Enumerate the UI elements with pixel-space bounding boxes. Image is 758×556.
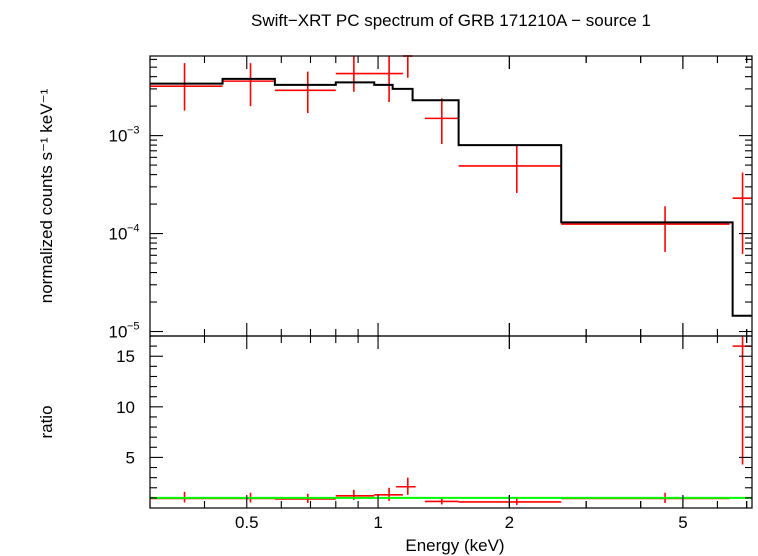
data-point: [424, 98, 459, 145]
model-step-line: [150, 77, 752, 317]
data-point: [458, 497, 562, 505]
data-point: [458, 145, 562, 193]
x-tick-label: 0.5: [235, 513, 259, 532]
chart-title: Swift−XRT PC spectrum of GRB 171210A − s…: [251, 11, 651, 30]
data-point: [732, 172, 752, 254]
y-tick-label-exponent: −3: [127, 125, 140, 137]
y-tick-label-exponent: −5: [127, 321, 140, 333]
top-panel-frame: [149, 55, 753, 337]
x-tick-label: 2: [505, 513, 514, 532]
y-tick-label: 10: [109, 225, 128, 244]
y-tick-label: 10: [109, 323, 128, 342]
x-tick-label: 1: [373, 513, 382, 532]
data-point: [274, 71, 336, 114]
x-tick-label: 5: [678, 513, 687, 532]
bottom-axis-ticks: 5 10 15: [116, 336, 752, 508]
top-axis-ticks: 10−310−410−5: [109, 56, 752, 342]
bottom-series: [150, 336, 752, 505]
y-tick-label: 10: [109, 127, 128, 146]
top-series: [150, 55, 752, 317]
data-point: [150, 63, 223, 111]
bottom-panel: 5 10 15 ratio: [37, 335, 753, 509]
data-point: [424, 497, 459, 505]
y-tick-label: 15: [116, 347, 135, 366]
data-point: [561, 206, 730, 252]
data-point: [402, 55, 413, 78]
y-tick-label-exponent: −4: [127, 223, 140, 235]
x-axis-label: Energy (keV): [405, 536, 504, 555]
data-point: [396, 477, 416, 495]
top-panel: 10−310−410−5 normalized counts s⁻¹ keV⁻¹: [37, 55, 753, 342]
data-point: [732, 336, 752, 465]
top-y-axis-label: normalized counts s⁻¹ keV⁻¹: [37, 88, 56, 303]
data-point: [374, 56, 403, 103]
y-tick-label: 5: [126, 448, 135, 467]
y-tick-label: 10: [116, 398, 135, 417]
bottom-y-axis-label: ratio: [37, 405, 56, 438]
data-point: [222, 63, 275, 107]
bottom-panel-frame: [149, 335, 753, 509]
data-point: [335, 56, 375, 92]
x-tick-labels: 0.5 1 2 5: [235, 513, 688, 532]
